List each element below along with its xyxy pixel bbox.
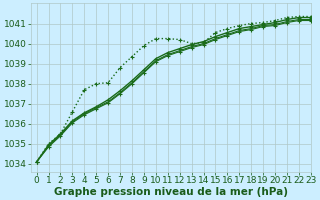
X-axis label: Graphe pression niveau de la mer (hPa): Graphe pression niveau de la mer (hPa)	[54, 187, 288, 197]
